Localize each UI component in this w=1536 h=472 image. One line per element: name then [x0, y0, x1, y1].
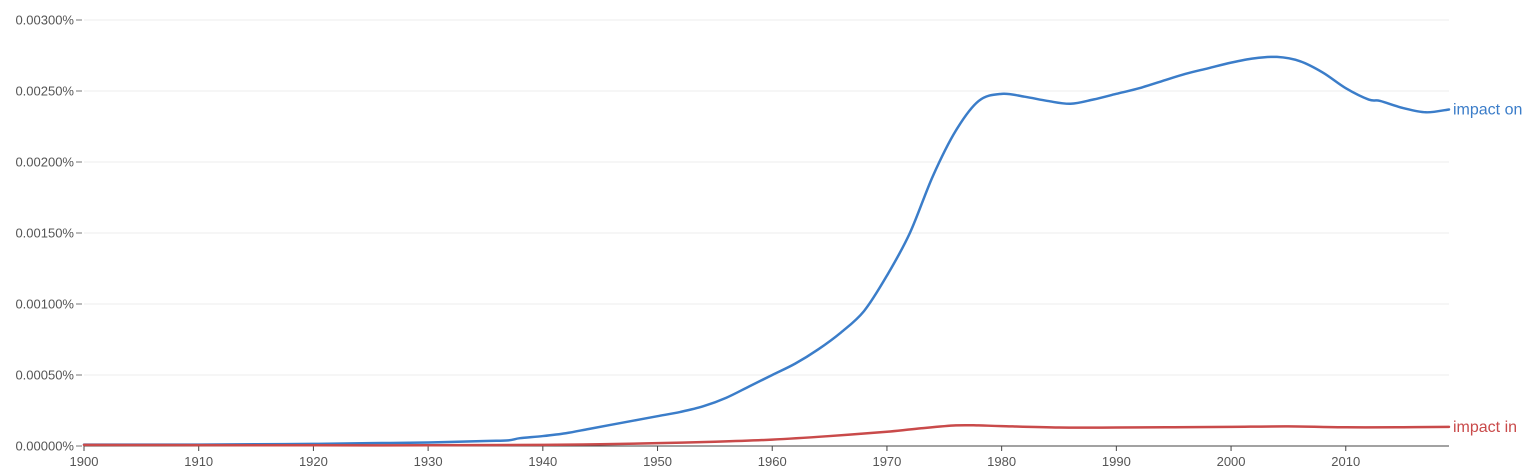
x-tick-label: 1950 — [643, 454, 672, 469]
series-line-impact-on — [82, 55, 1451, 446]
y-tick-label: 0.00150% — [15, 226, 74, 241]
x-tick-label: 1920 — [299, 454, 328, 469]
x-tick-label: 2010 — [1331, 454, 1360, 469]
grid-lines — [84, 19, 1449, 376]
x-tick-label: 2000 — [1217, 454, 1246, 469]
y-tick-label: 0.00050% — [15, 368, 74, 383]
x-tick-label: 1980 — [987, 454, 1016, 469]
series-label-impact-in: impact in — [1453, 419, 1517, 436]
y-tick-label: 0.00100% — [15, 297, 74, 312]
y-tick-label: 0.00300% — [15, 13, 74, 28]
y-tick-label: 0.00250% — [15, 84, 74, 99]
series-line-impact-in — [82, 423, 1451, 447]
x-axis: 1900 1910 1920 1930 1940 1950 1960 1970 1980 1990… — [70, 445, 1449, 469]
y-tick-label: 0.00200% — [15, 155, 74, 170]
x-tick-label: 1990 — [1102, 454, 1131, 469]
x-tick-label: 1940 — [528, 454, 557, 469]
x-tick-label: 1900 — [70, 454, 99, 469]
x-tick-label: 1910 — [184, 454, 213, 469]
x-tick-label: 1960 — [758, 454, 787, 469]
series-label-impact-on: impact on — [1453, 101, 1522, 118]
y-tick-label: 0.00000% — [15, 439, 74, 454]
x-tick-label: 1930 — [414, 454, 443, 469]
x-tick-label: 1970 — [872, 454, 901, 469]
y-axis: 0.00300% 0.00250% 0.00200% 0.00150% 0.00100%… — [15, 13, 82, 454]
series-group: impact on impact in — [82, 55, 1522, 447]
